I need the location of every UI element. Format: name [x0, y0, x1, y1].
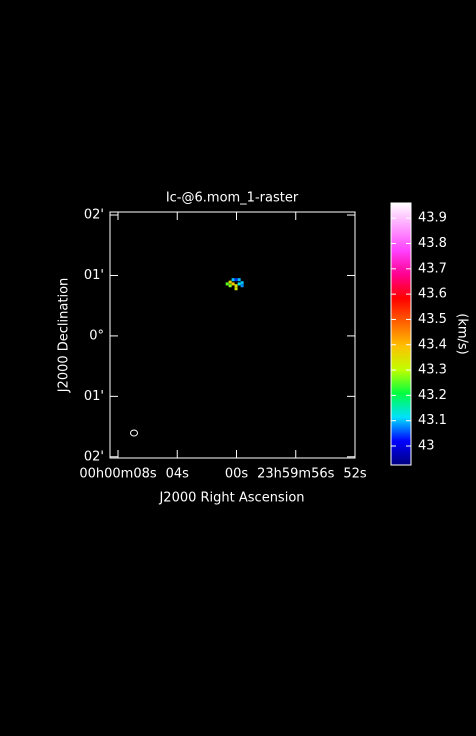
pixel: [240, 281, 244, 285]
pixel: [231, 282, 235, 286]
chart-title: Ic-@6.mom_1-raster: [166, 191, 299, 206]
pixel: [237, 278, 241, 282]
plot-frame: [109, 211, 356, 459]
pixel: [225, 282, 229, 286]
pixel: [228, 284, 232, 288]
y-tick-label: 0°: [89, 328, 104, 343]
pixel: [234, 278, 238, 282]
colorbar-tick-label: 43.3: [418, 363, 447, 378]
colorbar-tick-label: 43.7: [418, 261, 447, 276]
pixel: [228, 280, 232, 284]
pixel: [234, 287, 238, 291]
x-tick-label: 04s: [166, 467, 190, 482]
beam: [130, 429, 138, 437]
colorbar-tick-label: 43.8: [418, 236, 447, 251]
pixel: [237, 282, 241, 286]
colorbar-tick-label: 43.4: [418, 337, 447, 352]
x-tick-label: 52s: [343, 467, 367, 482]
x-tick-label: 00s: [225, 467, 249, 482]
y-tick-label: 01': [84, 268, 104, 283]
pixel: [234, 284, 238, 288]
colorbar: [390, 202, 412, 466]
x-axis-label: J2000 Right Ascension: [158, 491, 304, 506]
colorbar-tick-label: 43.5: [418, 312, 447, 327]
pixel: [240, 284, 244, 288]
pixel: [231, 278, 235, 282]
x-tick-label: 23h59m56s: [257, 467, 335, 482]
colorbar-tick-label: 43.6: [418, 287, 447, 302]
colorbar-label: (km/s): [455, 313, 470, 355]
y-axis-label: J2000 Declination: [57, 278, 72, 394]
colorbar-tick-label: 43.9: [418, 211, 447, 226]
y-tick-label: 02': [84, 208, 104, 223]
colorbar-tick-label: 43.2: [418, 388, 447, 403]
colorbar-tick-label: 43.1: [418, 413, 447, 428]
colorbar-tick-label: 43: [418, 439, 435, 454]
y-tick-label: 02': [84, 449, 104, 464]
x-tick-label: 00h00m08s: [79, 467, 157, 482]
y-tick-label: 01': [84, 389, 104, 404]
